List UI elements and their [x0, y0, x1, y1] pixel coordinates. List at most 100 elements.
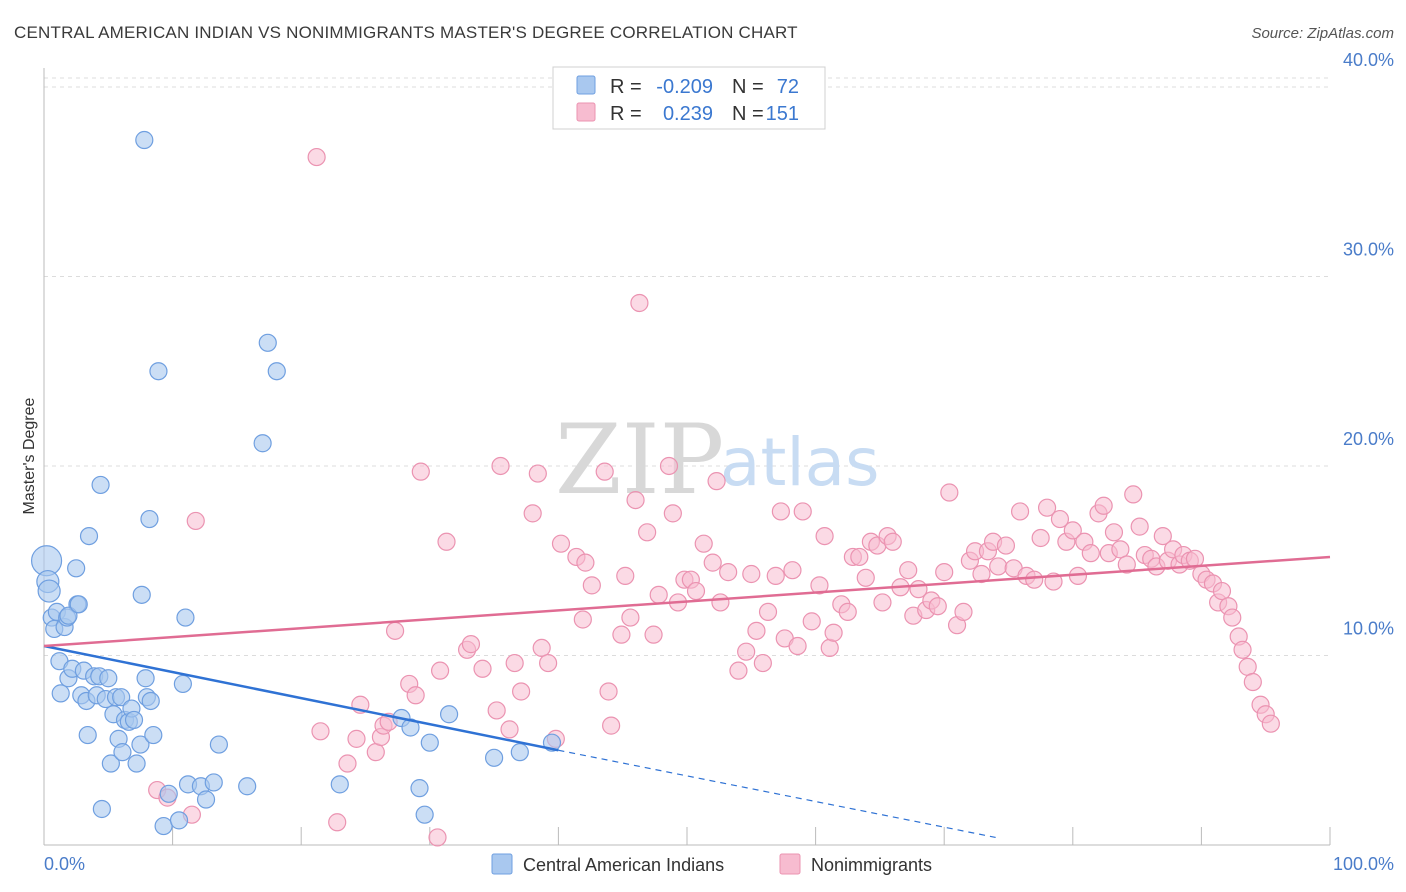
nonimmigrants-point-110 [1031, 528, 1050, 548]
central-american-indians-point-60 [330, 775, 349, 794]
nonimmigrants-point-29 [523, 504, 542, 523]
nonimmigrants-point-51 [663, 504, 682, 523]
nonimmigrants-point-18 [428, 828, 447, 847]
central-american-indians-point-49 [173, 674, 192, 694]
nonimmigrants-point-123 [1111, 540, 1130, 559]
nonimmigrants-point-126 [1130, 517, 1149, 536]
central-american-indians-point-45 [149, 362, 168, 381]
nonimmigrants-point-5 [307, 147, 326, 167]
nonimmigrants-point-46 [630, 293, 649, 313]
nonimmigrants-point-76 [820, 638, 839, 658]
central-american-indians-point-66 [439, 705, 459, 724]
nonimmigrants-point-147 [1243, 672, 1262, 692]
nonimmigrants-point-65 [753, 653, 772, 673]
legend-top-swatch-pink [576, 102, 596, 122]
legend-top-r-value-2: 0.239 [663, 103, 713, 125]
nonimmigrants-point-118 [1081, 544, 1100, 563]
nonimmigrants-point-94 [928, 597, 947, 616]
central-american-indians-point-43 [141, 691, 160, 711]
central-american-indians-point-54 [204, 773, 223, 792]
nonimmigrants-point-115 [1063, 521, 1082, 540]
nonimmigrants-point-70 [783, 561, 802, 580]
central-american-indians-point-48 [169, 811, 189, 830]
nonimmigrants-point-27 [505, 653, 524, 673]
nonimmigrants-point-28 [512, 682, 531, 701]
nonimmigrants-point-3 [186, 511, 205, 531]
chart-source: Source: ZipAtlas.com [1251, 25, 1394, 42]
nonimmigrants-point-98 [954, 602, 973, 622]
central-american-indians-point-70 [59, 606, 78, 625]
nonimmigrants-point-47 [638, 523, 657, 542]
nonimmigrants-point-96 [940, 483, 959, 502]
nonimmigrants-point-72 [793, 502, 812, 521]
nonimmigrants-point-75 [815, 526, 834, 546]
nonimmigrants-point-14 [385, 621, 405, 640]
y-tick-label-0: 10.0% [1343, 618, 1394, 638]
nonimmigrants-point-26 [500, 720, 519, 739]
nonimmigrants-point-19 [430, 661, 450, 680]
central-american-indians-point-56 [238, 777, 257, 796]
central-american-indians-point-53 [196, 790, 216, 809]
nonimmigrants-point-111 [1037, 498, 1057, 517]
nonimmigrants-point-85 [873, 593, 892, 612]
nonimmigrants-point-10 [366, 743, 385, 762]
legend-top-n-label-1: N = [732, 76, 764, 98]
central-american-indians-point-68 [510, 743, 529, 762]
central-american-indians-trend-line [43, 644, 559, 752]
nonimmigrants-point-145 [1233, 640, 1252, 659]
central-american-indians-point-37 [131, 735, 150, 754]
central-american-indians-point-64 [415, 805, 434, 824]
nonimmigrants-point-36 [573, 610, 592, 629]
nonimmigrants-point-124 [1117, 555, 1136, 574]
central-american-indians-point-55 [209, 735, 228, 754]
legend-bottom-label-2: Nonimmigrants [811, 855, 932, 875]
nonimmigrants-point-56 [694, 534, 713, 553]
central-american-indians-point-35 [124, 710, 144, 730]
nonimmigrants-point-37 [576, 553, 595, 572]
legend-top-box [552, 66, 826, 130]
central-american-indians-point-22 [91, 475, 110, 495]
nonimmigrants-point-43 [616, 566, 635, 585]
nonimmigrants-point-79 [838, 602, 857, 622]
central-american-indians-point-17 [78, 725, 97, 745]
nonimmigrants-point-73 [802, 612, 821, 631]
nonimmigrants-point-101 [972, 564, 991, 584]
legend-top: R = -0.209 N = 72 R = 0.239 N = 151 [552, 66, 826, 130]
nonimmigrants-point-109 [1025, 570, 1044, 589]
nonimmigrants-point-120 [1094, 496, 1113, 515]
central-american-indians-point-47 [159, 784, 178, 803]
legend-bottom-swatch-blue [491, 853, 513, 875]
nonimmigrants-point-24 [487, 701, 506, 720]
legend-bottom-label-1: Central American Indians [523, 855, 724, 875]
nonimmigrants-points [148, 147, 1280, 847]
nonimmigrants-point-31 [532, 638, 551, 658]
nonimmigrants-point-81 [850, 547, 869, 567]
legend-top-swatch-blue [576, 75, 596, 95]
nonimmigrants-point-143 [1223, 608, 1242, 627]
nonimmigrants-point-57 [703, 553, 722, 572]
central-american-indians-point-67 [485, 748, 504, 767]
nonimmigrants-point-44 [621, 608, 640, 627]
nonimmigrants-point-25 [491, 456, 510, 476]
central-american-indians-points [30, 130, 562, 836]
nonimmigrants-point-59 [711, 593, 730, 612]
central-american-indians-point-38 [132, 585, 151, 604]
nonimmigrants-point-63 [742, 564, 761, 584]
nonimmigrants-point-66 [758, 602, 778, 622]
nonimmigrants-point-22 [461, 635, 481, 654]
nonimmigrants-point-6 [328, 813, 347, 832]
nonimmigrants-point-55 [686, 581, 706, 601]
nonimmigrants-point-23 [473, 659, 492, 678]
nonimmigrants-point-58 [707, 472, 726, 491]
y-tick-labels: 10.0% 20.0% 30.0% 40.0% [1343, 50, 1394, 639]
central-american-indians-point-12 [67, 559, 86, 578]
central-american-indians-point-57 [253, 434, 272, 453]
central-american-indians-point-58 [258, 333, 277, 352]
central-american-indians-point-40 [136, 669, 155, 688]
nonimmigrants-point-30 [528, 464, 547, 483]
nonimmigrants-point-8 [347, 729, 366, 748]
central-american-indians-point-23 [92, 799, 111, 819]
nonimmigrants-point-45 [626, 490, 645, 510]
legend-top-n-value-2: 151 [766, 103, 799, 125]
